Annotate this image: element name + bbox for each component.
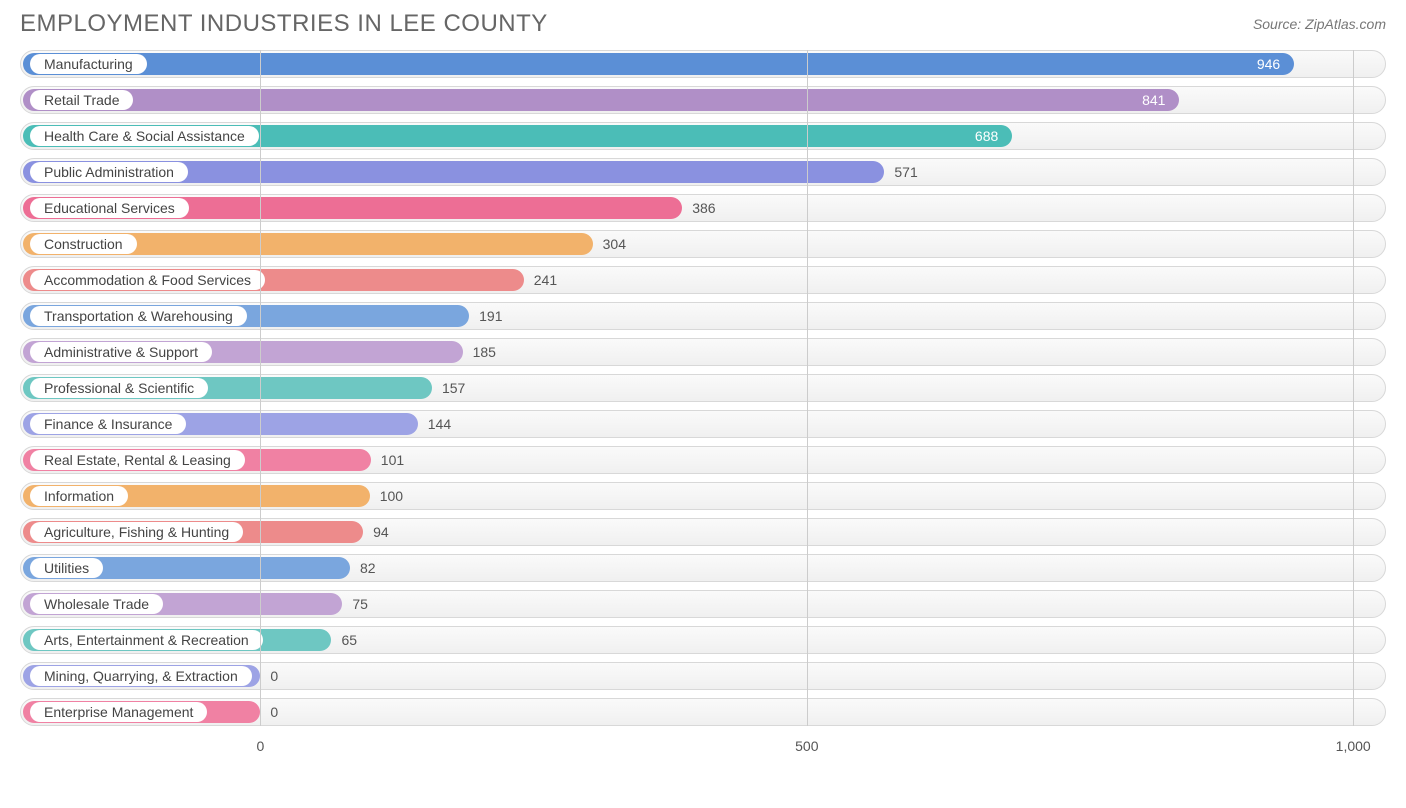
chart-source: Source: ZipAtlas.com — [1253, 16, 1386, 32]
category-pill: Agriculture, Fishing & Hunting — [30, 522, 243, 542]
category-pill: Information — [30, 486, 128, 506]
bar-value-label: 101 — [371, 446, 404, 474]
chart-rows: Manufacturing 946 Retail Trade 841 Health Ca… — [20, 50, 1386, 726]
bar-row: Construction 304 — [20, 230, 1386, 258]
bar-row: Mining, Quarrying, & Extraction 0 — [20, 662, 1386, 690]
bar-value-label: 65 — [331, 626, 357, 654]
bar-row: Transportation & Warehousing 191 — [20, 302, 1386, 330]
bar-row: Finance & Insurance 144 — [20, 410, 1386, 438]
x-tick-label: 500 — [795, 738, 818, 754]
bar-row: Enterprise Management 0 — [20, 698, 1386, 726]
bar-value-label: 841 — [1142, 86, 1179, 114]
bar-value-label: 94 — [363, 518, 389, 546]
bar-fill — [23, 89, 1179, 111]
bar-row: Public Administration 571 — [20, 158, 1386, 186]
bar-row: Administrative & Support 185 — [20, 338, 1386, 366]
bar-row: Agriculture, Fishing & Hunting 94 — [20, 518, 1386, 546]
bar-value-label: 185 — [463, 338, 496, 366]
chart-area: Manufacturing 946 Retail Trade 841 Health Ca… — [20, 50, 1386, 788]
bar-row: Accommodation & Food Services 241 — [20, 266, 1386, 294]
category-pill: Retail Trade — [30, 90, 133, 110]
category-pill: Real Estate, Rental & Leasing — [30, 450, 245, 470]
category-pill: Wholesale Trade — [30, 594, 163, 614]
source-name: ZipAtlas.com — [1305, 16, 1386, 32]
x-tick-label: 1,000 — [1336, 738, 1371, 754]
bar-value-label: 241 — [524, 266, 557, 294]
bar-value-label: 0 — [260, 662, 278, 690]
bar-row: Arts, Entertainment & Recreation 65 — [20, 626, 1386, 654]
bar-row: Real Estate, Rental & Leasing 101 — [20, 446, 1386, 474]
bar-value-label: 82 — [350, 554, 376, 582]
category-pill: Mining, Quarrying, & Extraction — [30, 666, 252, 686]
bar-value-label: 946 — [1257, 50, 1294, 78]
bar-row: Utilities 82 — [20, 554, 1386, 582]
category-pill: Professional & Scientific — [30, 378, 208, 398]
chart-header: EMPLOYMENT INDUSTRIES IN LEE COUNTY Sour… — [20, 10, 1386, 38]
gridline — [1353, 50, 1354, 726]
category-pill: Accommodation & Food Services — [30, 270, 265, 290]
category-pill: Construction — [30, 234, 137, 254]
bar-value-label: 0 — [260, 698, 278, 726]
category-pill: Utilities — [30, 558, 103, 578]
bar-value-label: 386 — [682, 194, 715, 222]
source-prefix: Source: — [1253, 16, 1305, 32]
bar-row: Health Care & Social Assistance 688 — [20, 122, 1386, 150]
category-pill: Manufacturing — [30, 54, 147, 74]
bar-value-label: 571 — [884, 158, 917, 186]
category-pill: Health Care & Social Assistance — [30, 126, 259, 146]
bar-value-label: 100 — [370, 482, 403, 510]
category-pill: Arts, Entertainment & Recreation — [30, 630, 263, 650]
bar-value-label: 144 — [418, 410, 451, 438]
x-axis: 0 500 1,000 — [20, 734, 1386, 758]
bar-row: Manufacturing 946 — [20, 50, 1386, 78]
category-pill: Transportation & Warehousing — [30, 306, 247, 326]
bar-value-label: 157 — [432, 374, 465, 402]
category-pill: Administrative & Support — [30, 342, 212, 362]
chart-title: EMPLOYMENT INDUSTRIES IN LEE COUNTY — [20, 10, 548, 38]
bar-value-label: 688 — [975, 122, 1012, 150]
category-pill: Enterprise Management — [30, 702, 207, 722]
category-pill: Finance & Insurance — [30, 414, 186, 434]
bar-row: Wholesale Trade 75 — [20, 590, 1386, 618]
bar-value-label: 304 — [593, 230, 626, 258]
bar-value-label: 75 — [342, 590, 368, 618]
bar-fill — [23, 53, 1294, 75]
gridline — [260, 50, 261, 726]
bar-row: Retail Trade 841 — [20, 86, 1386, 114]
bar-row: Educational Services 386 — [20, 194, 1386, 222]
bar-row: Information 100 — [20, 482, 1386, 510]
bar-value-label: 191 — [469, 302, 502, 330]
gridline — [807, 50, 808, 726]
category-pill: Public Administration — [30, 162, 188, 182]
category-pill: Educational Services — [30, 198, 189, 218]
bar-row: Professional & Scientific 157 — [20, 374, 1386, 402]
x-tick-label: 0 — [257, 738, 265, 754]
